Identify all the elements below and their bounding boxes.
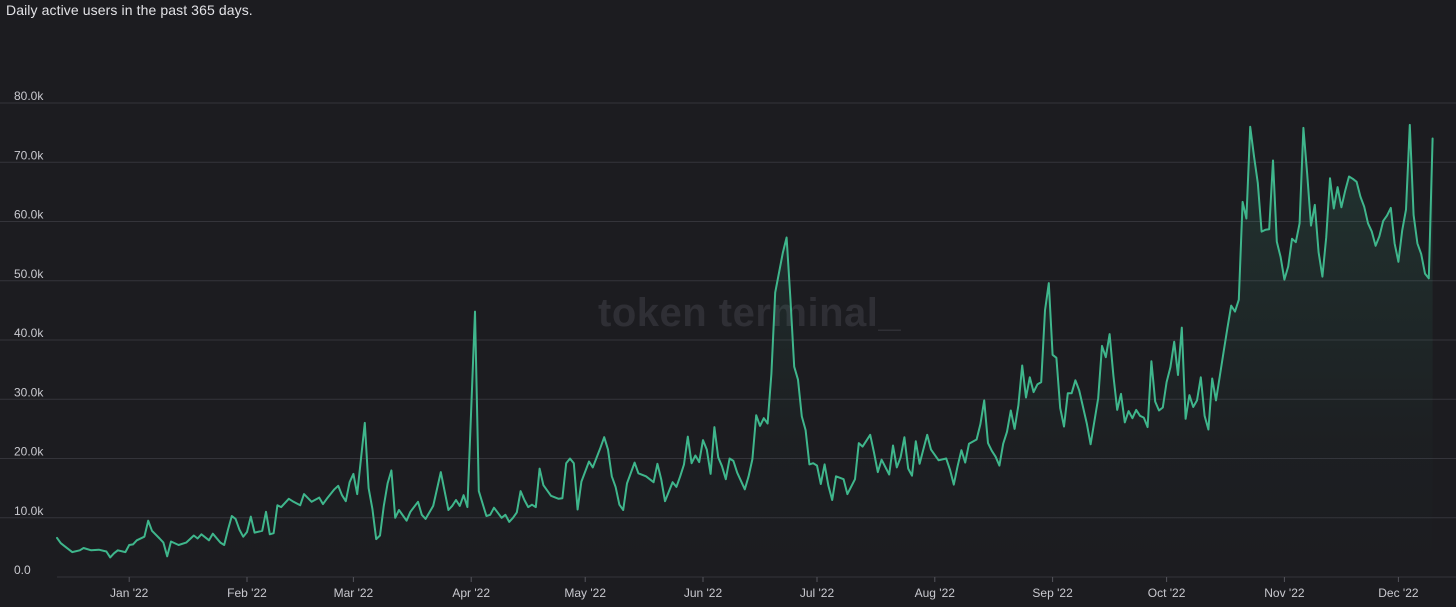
y-tick-label: 20.0k <box>14 445 44 459</box>
x-axis-ticks: Jan '22 Feb '22 Mar '22 Apr '22 May '22 Jun '… <box>110 577 1419 600</box>
y-tick-label: 80.0k <box>14 89 44 103</box>
y-tick-label: 60.0k <box>14 208 44 222</box>
y-tick-label: 70.0k <box>14 148 44 162</box>
x-tick-label: Sep '22 <box>1032 586 1073 600</box>
x-tick-label: Oct '22 <box>1148 586 1186 600</box>
x-tick-label: Dec '22 <box>1378 586 1419 600</box>
x-tick-label: Jun '22 <box>684 586 723 600</box>
x-tick-label: Jan '22 <box>110 586 149 600</box>
y-tick-label: 50.0k <box>14 267 44 281</box>
y-tick-label: 0.0 <box>14 563 31 577</box>
y-tick-label: 40.0k <box>14 326 44 340</box>
x-tick-label: Mar '22 <box>334 586 374 600</box>
series-area <box>57 124 1433 578</box>
watermark: token terminal_ <box>598 291 901 335</box>
x-tick-label: Apr '22 <box>452 586 490 600</box>
x-tick-label: Aug '22 <box>915 586 956 600</box>
x-tick-label: Nov '22 <box>1264 586 1305 600</box>
x-tick-label: May '22 <box>564 586 606 600</box>
y-tick-label: 30.0k <box>14 385 44 399</box>
x-tick-label: Feb '22 <box>227 586 267 600</box>
chart-subtitle: Daily active users in the past 365 days. <box>6 2 253 18</box>
y-tick-label: 10.0k <box>14 504 44 518</box>
y-axis-ticks: 0.0 10.0k 20.0k 30.0k 40.0k 50.0k 60.0k 70.0k 80… <box>14 89 44 577</box>
series-line[interactable] <box>56 123 1434 559</box>
x-tick-label: Jul '22 <box>800 586 835 600</box>
